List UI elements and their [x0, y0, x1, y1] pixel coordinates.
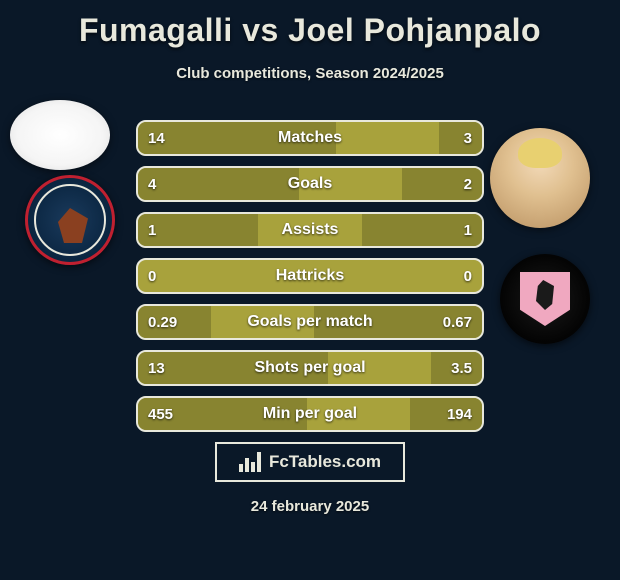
comparison-infographic: Fumagalli vs Joel Pohjanpalo Club compet…: [0, 0, 620, 580]
club-left-badge: [25, 175, 115, 265]
stat-value-right: 3: [464, 122, 472, 154]
date-label: 24 february 2025: [0, 498, 620, 515]
page-title: Fumagalli vs Joel Pohjanpalo: [0, 0, 620, 49]
source-logo-text: FcTables.com: [269, 452, 381, 472]
subtitle: Club competitions, Season 2024/2025: [0, 65, 620, 82]
player-right-photo: [490, 128, 590, 228]
player-left-photo: [10, 100, 110, 170]
club-right-badge: [500, 254, 590, 344]
stat-label: Matches: [138, 122, 482, 154]
stat-row: 4Goals2: [136, 166, 484, 202]
stat-label: Assists: [138, 214, 482, 246]
stat-label: Goals per match: [138, 306, 482, 338]
stat-row: 14Matches3: [136, 120, 484, 156]
stat-value-right: 0.67: [443, 306, 472, 338]
stat-label: Hattricks: [138, 260, 482, 292]
stat-value-right: 0: [464, 260, 472, 292]
stat-row: 455Min per goal194: [136, 396, 484, 432]
stat-row: 0.29Goals per match0.67: [136, 304, 484, 340]
stat-value-right: 2: [464, 168, 472, 200]
stat-value-right: 3.5: [451, 352, 472, 384]
stat-value-right: 1: [464, 214, 472, 246]
stat-bars: 14Matches3 4Goals2 1Assists1 0Hattricks0 0.2…: [136, 120, 484, 442]
bar-chart-icon: [239, 452, 261, 472]
stat-label: Min per goal: [138, 398, 482, 430]
stat-row: 1Assists1: [136, 212, 484, 248]
stat-label: Shots per goal: [138, 352, 482, 384]
stat-row: 0Hattricks0: [136, 258, 484, 294]
stat-row: 13Shots per goal3.5: [136, 350, 484, 386]
source-logo: FcTables.com: [215, 442, 405, 482]
stat-value-right: 194: [447, 398, 472, 430]
stat-label: Goals: [138, 168, 482, 200]
